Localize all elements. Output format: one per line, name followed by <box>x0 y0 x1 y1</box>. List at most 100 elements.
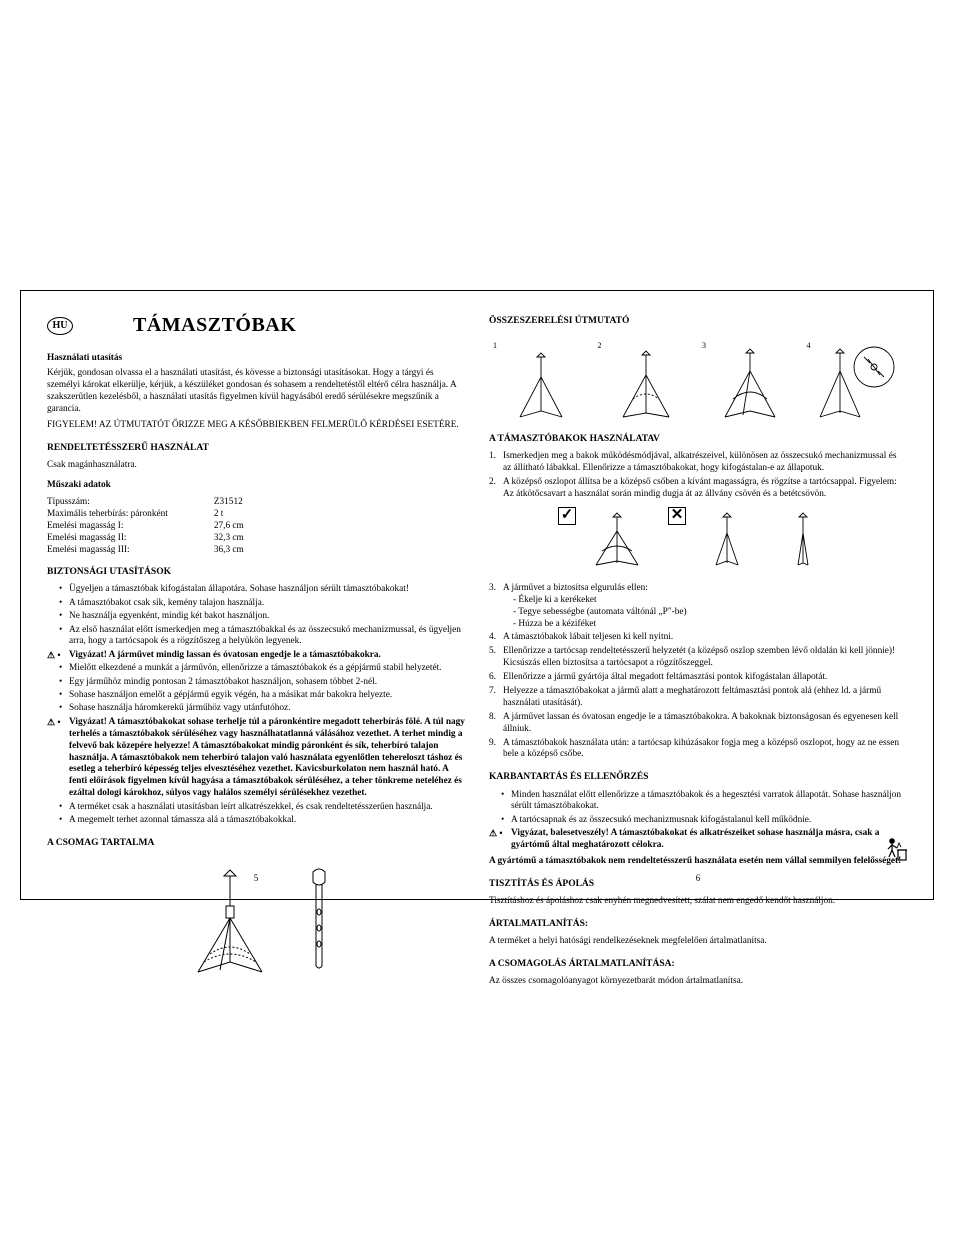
step-number: 5. <box>489 646 496 658</box>
maintenance-disclaimer: A gyártómű a támasztóbakok nem rendeltet… <box>489 856 907 868</box>
use-steps-pre: 1.Ismerkedjen meg a bakok működésmódjáva… <box>489 451 907 501</box>
incorrect-usage-1-icon <box>692 507 762 571</box>
table-cell: Emelési magasság I: <box>47 520 214 532</box>
list-item: 9.A támasztóbakok használata után: a tar… <box>503 738 907 762</box>
step-number: 9. <box>489 738 496 750</box>
left-column: HU TÁMASZTÓBAK Használati utasítás Kérjü… <box>47 313 465 883</box>
assembly-step-3: 3 <box>698 341 803 423</box>
step-text: Ellenőrizze a jármű gyártója által megad… <box>503 672 827 682</box>
right-column: ÖSSZESZERELÉSI ÚTMUTATÓ 1 2 <box>489 313 907 883</box>
incorrect-usage-2-icon <box>768 507 838 571</box>
step-number: 7. <box>489 686 496 698</box>
list-item: Az első használat előtt ismerkedjen meg … <box>69 625 465 649</box>
step-number: 8. <box>489 712 496 724</box>
table-cell: 27,6 cm <box>214 520 290 532</box>
assembly-step-3-icon <box>715 341 785 423</box>
page-title: TÁMASZTÓBAK <box>133 313 296 339</box>
heading-disposal: ÁRTALMATLANÍTÁS: <box>489 918 907 930</box>
assembly-step-1: 1 <box>489 341 594 423</box>
list-item: Sohase használjon emelőt a gépjármű egyi… <box>69 690 465 702</box>
list-item: 5.Ellenőrizze a tartócsap rendeltetéssze… <box>503 646 907 670</box>
step-text: A járművet a biztosítsa elgurulás ellen: <box>503 583 648 593</box>
list-item: Sohase használja háromkerekű járműhöz va… <box>69 703 465 715</box>
heading-maintenance: KARBANTARTÁS ÉS ELLENŐRZÉS <box>489 771 907 783</box>
step-text: A járművet lassan és óvatosan engedje le… <box>503 712 898 734</box>
heading-intended-use: RENDELTETÉSSZERŰ HASZNÁLAT <box>47 442 465 454</box>
sub-item: - Ékelje ki a kerékeket <box>503 595 907 607</box>
list-item: A megemelt terhet azonnal támassza alá a… <box>69 815 465 827</box>
table-cell: Z31512 <box>214 496 290 508</box>
assembly-diagram-row: 1 2 <box>489 333 907 423</box>
list-item: 6.Ellenőrizze a jármű gyártója által meg… <box>503 672 907 684</box>
table-row: Emelési magasság I:27,6 cm <box>47 520 290 532</box>
table-row: Típusszám:Z31512 <box>47 496 290 508</box>
sub-item: - Húzza be a kéziféket <box>503 619 907 631</box>
table-row: Maximális teherbírás: páronként2 t <box>47 508 290 520</box>
sub-item: - Tegye sebességbe (automata váltónál „P… <box>503 607 907 619</box>
assembly-step-4-icon <box>812 341 898 423</box>
list-item: Egy járműhöz mindig pontosan 2 támasztób… <box>69 677 465 689</box>
assembly-step-2: 2 <box>594 341 699 423</box>
jack-stand-icon <box>180 862 280 977</box>
assembly-step-1-icon <box>506 341 576 423</box>
use-steps-post: 3. A járművet a biztosítsa elgurulás elle… <box>489 583 907 761</box>
intro-paragraph-1: Kérjük, gondosan olvassa el a használati… <box>47 368 465 416</box>
list-item: 7.Helyezze a támasztóbakokat a jármű ala… <box>503 686 907 710</box>
list-item: 4.A támasztóbakok lábait teljesen ki kel… <box>503 632 907 644</box>
heading-use: A TÁMASZTÓBAKOK HASZNÁLATAV <box>489 433 907 445</box>
heading-assembly: ÖSSZESZERELÉSI ÚTMUTATÓ <box>489 315 907 327</box>
page-number-left: 5 <box>254 873 259 885</box>
step-text: A támasztóbakok lábait teljesen ki kell … <box>503 632 673 642</box>
table-row: Emelési magasság III:36,3 cm <box>47 544 290 556</box>
check-cross-diagram-row: ✓ ✕ <box>489 507 907 575</box>
table-cell: Maximális teherbírás: páronként <box>47 508 214 520</box>
list-item: Ügyeljen a támasztóbak kifogástalan álla… <box>69 584 465 596</box>
assembly-step-2-icon <box>611 341 681 423</box>
list-item: Vigyázat! A támasztóbakokat sohase terhe… <box>69 717 465 800</box>
heading-package: A CSOMAG TARTALMA <box>47 837 465 849</box>
list-item: 2.A középső oszlopot állítsa be a középs… <box>503 477 907 501</box>
safety-list: Ügyeljen a támasztóbak kifogástalan álla… <box>47 584 465 826</box>
page-number-right: 6 <box>696 873 701 885</box>
page-frame: HU TÁMASZTÓBAK Használati utasítás Kérjü… <box>20 290 934 900</box>
specs-table: Típusszám:Z31512Maximális teherbírás: pá… <box>47 496 290 556</box>
assembly-step-4: 4 <box>803 341 908 423</box>
heading-safety: BIZTONSÁGI UTASÍTÁSOK <box>47 566 465 578</box>
list-item: Mielőtt elkezdené a munkát a járművön, e… <box>69 663 465 675</box>
disposal-bin-icon <box>885 837 907 863</box>
list-item: A terméket csak a használati utasításban… <box>69 802 465 814</box>
table-row: Emelési magasság II:32,3 cm <box>47 532 290 544</box>
list-item: Vigyázat! A járművet mindig lassan és óv… <box>69 650 465 662</box>
incorrect-usage-cell: ✕ <box>668 507 838 575</box>
language-badge: HU <box>47 317 73 335</box>
packaging-disposal-body: Az összes csomagolóanyagot környezetbará… <box>489 976 907 988</box>
heading-packaging-disposal: A CSOMAGOLÁS ÁRTALMATLANÍTÁSA: <box>489 958 907 970</box>
table-cell: Emelési magasság II: <box>47 532 214 544</box>
intended-use-body: Csak magánhasználatra. <box>47 460 465 472</box>
step-number: 2. <box>489 477 496 489</box>
heading-usage: Használati utasítás <box>47 353 465 365</box>
correct-usage-cell: ✓ <box>558 507 652 575</box>
table-cell: Emelési magasság III: <box>47 544 214 556</box>
step-number: 3. <box>489 583 496 595</box>
table-cell: 2 t <box>214 508 290 520</box>
step-number: 1. <box>489 451 496 463</box>
list-item: A tartócsapnak és az összecsukó mechaniz… <box>511 815 907 827</box>
step-text: A középső oszlopot állítsa be a középső … <box>503 477 897 499</box>
list-item: A támasztóbakot csak sík, kemény talajon… <box>69 598 465 610</box>
intro-paragraph-2: FIGYELEM! AZ ÚTMUTATÓT ŐRIZZE MEG A KÉSŐ… <box>47 420 465 432</box>
step-text: Helyezze a támasztóbakokat a jármű alatt… <box>503 686 881 708</box>
check-mark-icon: ✓ <box>558 507 576 525</box>
cross-mark-icon: ✕ <box>668 507 686 525</box>
table-cell: 32,3 cm <box>214 532 290 544</box>
maintenance-list: Minden használat előtt ellenőrizze a tám… <box>489 790 907 852</box>
step-number: 6. <box>489 672 496 684</box>
step-number: 4. <box>489 632 496 644</box>
table-cell: Típusszám: <box>47 496 214 508</box>
center-post-icon <box>306 862 332 977</box>
list-item: Minden használat előtt ellenőrizze a tám… <box>511 790 907 814</box>
correct-usage-icon <box>582 507 652 571</box>
disposal-body: A terméket a helyi hatósági rendelkezése… <box>489 936 907 948</box>
list-item: 3.A járművet a biztosítsa elgurulás elle… <box>503 583 907 631</box>
list-item: Vigyázat, balesetveszély! A támasztóbako… <box>511 828 907 852</box>
